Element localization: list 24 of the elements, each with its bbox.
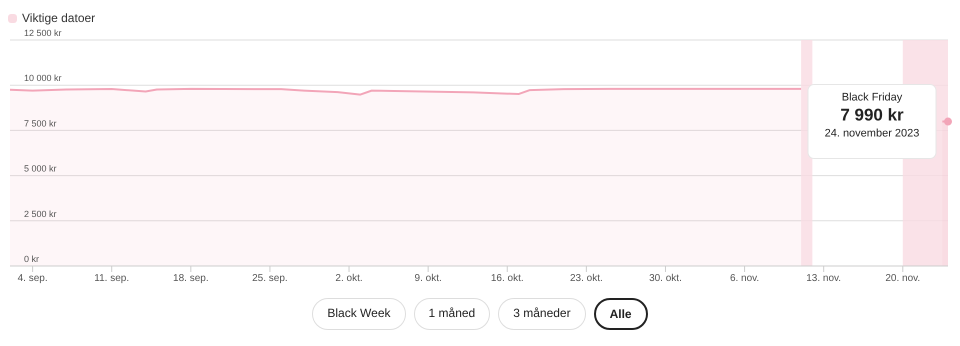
x-tick-label: 13. nov. <box>806 273 842 284</box>
y-tick-label: 5 000 kr <box>24 164 57 174</box>
x-tick-label: 23. okt. <box>570 273 603 284</box>
button: Black Week <box>312 298 406 330</box>
x-tick-label: 20. nov. <box>885 273 920 284</box>
y-tick-label: 2 500 kr <box>24 208 57 219</box>
button: Alle <box>594 298 648 330</box>
x-tick-label: 2. okt. <box>335 273 363 284</box>
annotation: Black Friday 7 990 kr 24. november 2023 <box>824 92 920 140</box>
y-tick-label: 12 500 kr <box>24 28 62 38</box>
y-tick-label: 0 kr <box>24 254 40 264</box>
y-tick-label: 10 000 kr <box>24 73 62 84</box>
x-tick-label: 4. sep. <box>18 273 48 284</box>
x-tick-label: 30. okt. <box>649 273 682 284</box>
y-tick-label: 7 500 kr <box>24 118 57 128</box>
button: 1 måned <box>414 298 490 330</box>
x-tick-label: 18. sep. <box>173 273 209 284</box>
x-tick-label: 16. okt. <box>490 273 524 284</box>
x-tick-label: 9. okt. <box>414 273 442 284</box>
x-tick-label: 11. sep. <box>94 273 130 284</box>
x-tick-label: 25. sep. <box>252 273 288 284</box>
x-tick-label: 6. nov. <box>730 273 760 284</box>
button: 3 måneder <box>498 298 586 330</box>
legend-title: Viktige datoer <box>22 11 96 25</box>
